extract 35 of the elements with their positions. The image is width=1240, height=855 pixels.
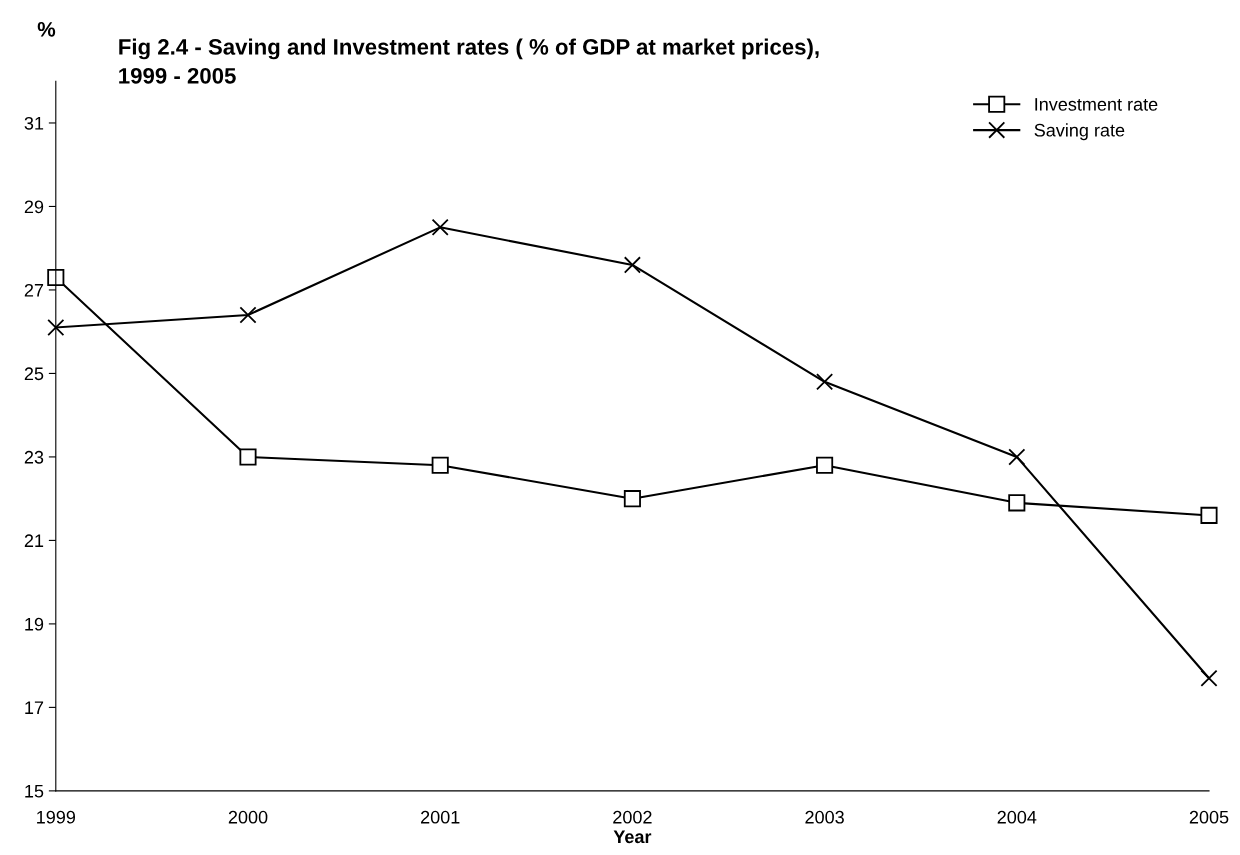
x-tick-label: 2000 — [228, 810, 268, 824]
point — [1008, 494, 1026, 512]
point — [1200, 506, 1218, 524]
x-tick-label: 2001 — [421, 810, 460, 824]
point — [47, 268, 65, 286]
x-tick-label: 2004 — [997, 810, 1037, 824]
y-tick-label: 15 — [25, 785, 44, 798]
point — [1008, 448, 1026, 466]
x-tick-label: 2003 — [805, 810, 844, 824]
point — [816, 456, 834, 474]
point — [623, 490, 641, 508]
y-tick-label: 31 — [24, 116, 44, 130]
point — [47, 318, 65, 337]
point — [623, 256, 641, 274]
y-tick-label: 17 — [25, 701, 44, 714]
y-tick-label: 27 — [24, 283, 44, 297]
legend-label: Investment rate — [1035, 98, 1158, 111]
point — [816, 373, 834, 391]
y-tick-label: 21 — [24, 534, 44, 547]
y-tick-label: 23 — [24, 450, 44, 464]
x-tick-label: 1999 — [37, 810, 76, 824]
y-tick-label: 19 — [25, 617, 44, 631]
point — [1200, 669, 1218, 687]
x-tick-label: 2005 — [1189, 810, 1229, 824]
y-tick-label: 25 — [24, 367, 44, 381]
x-axis-title: Year — [613, 830, 652, 844]
y-axis-title: % — [37, 21, 56, 37]
legend-label: Saving rate — [1034, 123, 1125, 141]
chart-title: Fig 2.4 - Saving and Investment rates ( % of GDP at market prices), 1999 - 2005 — [119, 38, 819, 84]
point — [431, 218, 449, 236]
y-tick-label: 29 — [24, 200, 44, 214]
point — [431, 456, 449, 474]
point — [239, 448, 257, 466]
point — [239, 306, 257, 324]
x-tick-label: 2002 — [613, 810, 652, 824]
